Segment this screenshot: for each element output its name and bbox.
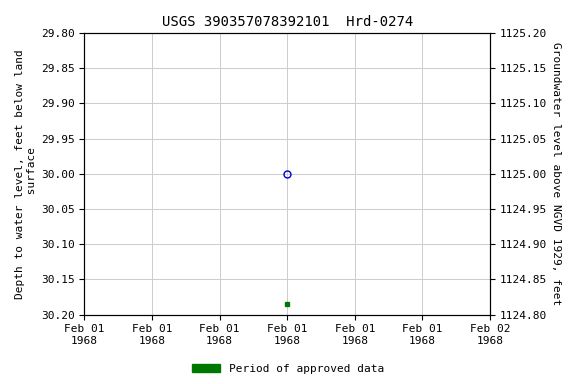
Legend: Period of approved data: Period of approved data [188, 359, 388, 379]
Y-axis label: Depth to water level, feet below land
 surface: Depth to water level, feet below land su… [15, 49, 37, 299]
Title: USGS 390357078392101  Hrd-0274: USGS 390357078392101 Hrd-0274 [161, 15, 413, 29]
Y-axis label: Groundwater level above NGVD 1929, feet: Groundwater level above NGVD 1929, feet [551, 42, 561, 305]
